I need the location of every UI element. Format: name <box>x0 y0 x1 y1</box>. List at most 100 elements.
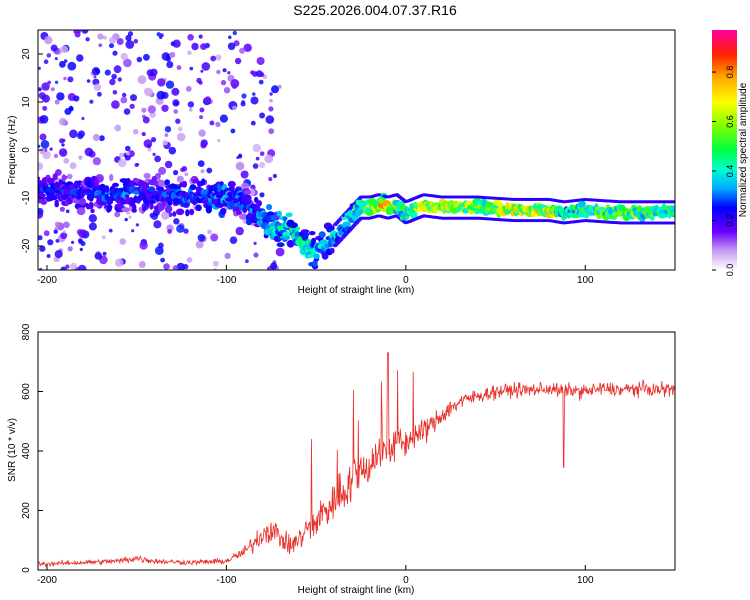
ridge-blob <box>143 172 151 179</box>
noise-blob <box>102 35 107 40</box>
noise-blob <box>119 152 124 158</box>
colorbar-tick-label: 0.4 <box>725 165 735 178</box>
noise-blob <box>67 61 77 71</box>
noise-blob <box>67 76 74 83</box>
noise-blob <box>165 54 171 60</box>
noise-blob <box>270 262 278 270</box>
noise-blob <box>111 73 117 80</box>
noise-blob <box>216 69 221 75</box>
ridge-blob <box>131 208 137 213</box>
x-tick-label: -200 <box>37 275 57 286</box>
colorbar-tick-label: 0.8 <box>725 66 735 79</box>
noise-blob <box>128 215 132 219</box>
noise-blob <box>271 85 279 94</box>
ridge-blob <box>183 202 189 208</box>
colorbar-label: Normalized spectral amplitude <box>738 82 749 217</box>
noise-blob <box>59 60 66 68</box>
noise-blob <box>156 32 161 37</box>
noise-blob <box>136 56 143 63</box>
noise-blob <box>68 106 74 112</box>
noise-blob <box>207 229 212 235</box>
noise-blob <box>127 150 135 158</box>
noise-blob <box>112 50 118 56</box>
noise-blob <box>210 233 219 242</box>
noise-blob <box>241 93 247 99</box>
noise-blob <box>133 129 139 135</box>
noise-blob <box>240 170 249 179</box>
ridge-blob <box>318 231 326 238</box>
ridge-blob <box>157 204 163 213</box>
ridge-blob <box>282 235 291 240</box>
ridge-blob <box>76 207 86 216</box>
noise-blob <box>191 42 199 51</box>
ridge-blob <box>397 201 406 207</box>
snr-x-ticks: -200 -100 0 100 <box>37 565 594 586</box>
noise-blob <box>104 69 111 76</box>
noise-blob <box>78 155 83 160</box>
noise-blob <box>123 108 131 115</box>
noise-blob <box>255 156 260 161</box>
noise-blob <box>162 139 168 146</box>
ridge-blob <box>175 208 185 216</box>
noise-blob <box>240 101 246 107</box>
noise-blob <box>164 126 172 133</box>
noise-blob <box>54 57 58 61</box>
ridge-blob <box>243 194 252 203</box>
noise-blob <box>176 65 182 70</box>
x-tick-label: 0 <box>403 275 409 286</box>
x-tick-label: 100 <box>577 575 594 586</box>
ridge-blob <box>142 183 150 190</box>
noise-blob <box>232 30 237 36</box>
noise-blob <box>268 177 273 182</box>
noise-blob <box>124 217 128 222</box>
noise-blob <box>115 258 124 267</box>
noise-blob <box>181 166 188 172</box>
noise-blob <box>76 54 84 62</box>
noise-blob <box>97 91 102 97</box>
noise-blob <box>38 66 41 70</box>
noise-blob <box>164 205 173 213</box>
ridge-blob <box>300 229 310 234</box>
noise-blob <box>40 140 50 149</box>
y-tick-label: 20 <box>21 48 32 60</box>
noise-blob <box>210 55 217 62</box>
noise-blob <box>164 133 169 138</box>
noise-blob <box>232 105 237 111</box>
noise-blob <box>258 79 264 85</box>
noise-blob <box>63 76 67 81</box>
noise-blob <box>112 90 118 95</box>
ridge-blob <box>79 197 86 206</box>
ridge-blob <box>276 242 285 248</box>
noise-blob <box>47 239 54 246</box>
snr-frame <box>37 331 676 571</box>
noise-blob <box>118 158 127 168</box>
ridge-blob <box>313 253 320 260</box>
noise-blob <box>222 68 227 73</box>
noise-blob <box>163 263 170 270</box>
noise-blob <box>77 264 87 270</box>
noise-blob <box>108 228 113 233</box>
noise-blob <box>137 75 147 85</box>
ridge-blob <box>232 197 240 204</box>
snr-series-line <box>38 352 675 568</box>
spectrogram-y-ticks: -20 -10 0 10 20 <box>21 48 43 253</box>
ridge-blob <box>236 210 242 215</box>
noise-blob <box>114 211 121 218</box>
noise-blob <box>42 105 48 111</box>
x-tick-label: -100 <box>216 575 236 586</box>
noise-blob <box>187 50 192 55</box>
noise-blob <box>114 124 122 132</box>
noise-blob <box>60 266 67 270</box>
colorbar-tick-label: 0.2 <box>725 214 735 227</box>
noise-blob <box>197 234 206 242</box>
noise-blob <box>157 78 166 87</box>
noise-blob <box>78 229 88 239</box>
ridge-blob <box>256 200 262 207</box>
noise-blob <box>198 129 206 137</box>
noise-blob <box>125 34 132 42</box>
noise-blob <box>164 160 173 169</box>
y-tick-label: 800 <box>21 323 32 340</box>
noise-blob <box>204 96 211 103</box>
noise-blob <box>49 147 53 151</box>
ridge-blob <box>308 231 316 236</box>
